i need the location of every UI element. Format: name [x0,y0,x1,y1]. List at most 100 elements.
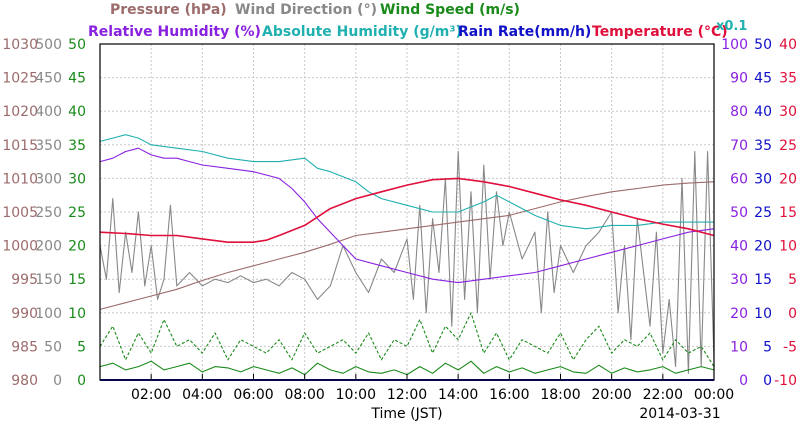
tick-wind-speed-30: 30 [68,171,86,187]
x-axis-label: Time (JST) [370,406,442,422]
tick-wind-dir-400: 400 [35,104,62,120]
tick-temperature-40: 40 [779,37,797,53]
tick-humidity-40: 40 [730,239,748,255]
tick-wind-dir-450: 450 [35,71,62,87]
x-tick-08-00: 08:00 [284,387,324,403]
legend-rain-rate-mm-h: Rain Rate(mm/h) [458,24,591,40]
tick-temperature-5: 5 [788,272,797,288]
chart-date: 2014-03-31 [639,406,720,422]
legend-pressure-hpa: Pressure (hPa) [110,2,227,18]
tick-wind-speed-10: 10 [68,306,86,322]
x-tick-22-00: 22:00 [643,387,683,403]
x-tick-12-00: 12:00 [387,387,427,403]
tick-wind-dir-200: 200 [35,239,62,255]
x-tick-20-00: 20:00 [591,387,631,403]
series-temperature [99,177,715,243]
x-tick-14-00: 14:00 [438,387,478,403]
tick-pressure-1005: 1005 [2,205,38,221]
right-axes: 1009080706050403020100504540353025201510… [721,37,797,389]
tick-wind-speed-35: 35 [68,138,86,154]
tick-rain-25: 25 [754,205,772,221]
tick-temperature-25: 25 [779,138,797,154]
tick-temperature-10: 10 [779,239,797,255]
series-pressure [99,181,715,310]
x-tick-00-00: 00:00 [694,387,734,403]
tick-rain-35: 35 [754,138,772,154]
tick-rain-15: 15 [754,272,772,288]
tick-rain-45: 45 [754,71,772,87]
tick-wind-dir-250: 250 [35,205,62,221]
tick-rain-40: 40 [754,104,772,120]
tick-temperature-20: 20 [779,171,797,187]
tick-temperature-5: -5 [783,339,797,355]
legend-temperature-c: Temperature (°C) [592,24,728,40]
tick-wind-speed-20: 20 [68,239,86,255]
legend-row-1: Pressure (hPa) Wind Direction (°) Wind Spe… [110,2,520,18]
x-axis: 02:00 04:00 06:00 08:00 10:00 12:00 14:00 16:00… [131,374,734,403]
legend-relative-humidity: Relative Humidity (%) [88,24,261,40]
tick-wind-speed-0: 0 [77,373,86,389]
abs-humidity-scale-factor: x0.1 [716,19,747,34]
tick-humidity-100: 100 [721,37,748,53]
x-tick-18-00: 18:00 [540,387,580,403]
tick-humidity-10: 10 [730,339,748,355]
tick-rain-20: 20 [754,239,772,255]
tick-wind-dir-0: 0 [53,373,62,389]
series-relative-humidity [99,147,715,284]
tick-wind-dir-350: 350 [35,138,62,154]
tick-humidity-80: 80 [730,104,748,120]
tick-pressure-985: 985 [11,339,38,355]
series-max-wind-speed [99,312,715,367]
tick-pressure-1015: 1015 [2,138,38,154]
tick-rain-50: 50 [754,37,772,53]
tick-rain-30: 30 [754,171,772,187]
tick-wind-speed-45: 45 [68,71,86,87]
tick-wind-speed-15: 15 [68,272,86,288]
tick-wind-dir-500: 500 [35,37,62,53]
tick-wind-dir-150: 150 [35,272,62,288]
tick-rain-0: 0 [763,373,772,389]
x-tick-16-00: 16:00 [489,387,529,403]
tick-wind-speed-40: 40 [68,104,86,120]
x-tick-04-00: 04:00 [182,387,222,403]
tick-humidity-20: 20 [730,306,748,322]
tick-humidity-30: 30 [730,272,748,288]
tick-temperature-15: 15 [779,205,797,221]
x-tick-02-00: 02:00 [131,387,171,403]
tick-wind-dir-100: 100 [35,306,62,322]
tick-temperature-30: 30 [779,104,797,120]
tick-pressure-1025: 1025 [2,71,38,87]
tick-humidity-50: 50 [730,205,748,221]
tick-wind-speed-25: 25 [68,205,86,221]
tick-wind-speed-5: 5 [77,339,86,355]
tick-pressure-990: 990 [11,306,38,322]
tick-pressure-1000: 1000 [2,239,38,255]
legend-row-2: Relative Humidity (%) Absolute Humidity (… [88,24,728,40]
x-tick-10-00: 10:00 [336,387,376,403]
tick-wind-dir-300: 300 [35,171,62,187]
legend-absolute-humidity-g-m: Absolute Humidity (g/m³) [262,24,462,40]
series-absolute-humidity [99,134,714,230]
tick-humidity-70: 70 [730,138,748,154]
tick-temperature-35: 35 [779,71,797,87]
tick-temperature-0: 0 [788,306,797,322]
x-tick-06-00: 06:00 [233,387,273,403]
tick-pressure-1030: 1030 [2,37,38,53]
tick-pressure-980: 980 [11,373,38,389]
tick-pressure-1020: 1020 [2,104,38,120]
left-axes: 1030102510201015101010051000995990985980… [2,37,86,389]
tick-pressure-1010: 1010 [2,171,38,187]
tick-humidity-90: 90 [730,71,748,87]
grid [100,44,714,380]
tick-rain-5: 5 [763,339,772,355]
tick-wind-dir-50: 50 [44,339,62,355]
tick-rain-10: 10 [754,306,772,322]
legend-wind-direction: Wind Direction (°) [235,2,377,18]
tick-temperature-10: -10 [774,373,797,389]
tick-humidity-0: 0 [739,373,748,389]
legend-wind-speed-m-s: Wind Speed (m/s) [380,2,520,18]
tick-pressure-995: 995 [11,272,38,288]
tick-wind-speed-50: 50 [68,37,86,53]
